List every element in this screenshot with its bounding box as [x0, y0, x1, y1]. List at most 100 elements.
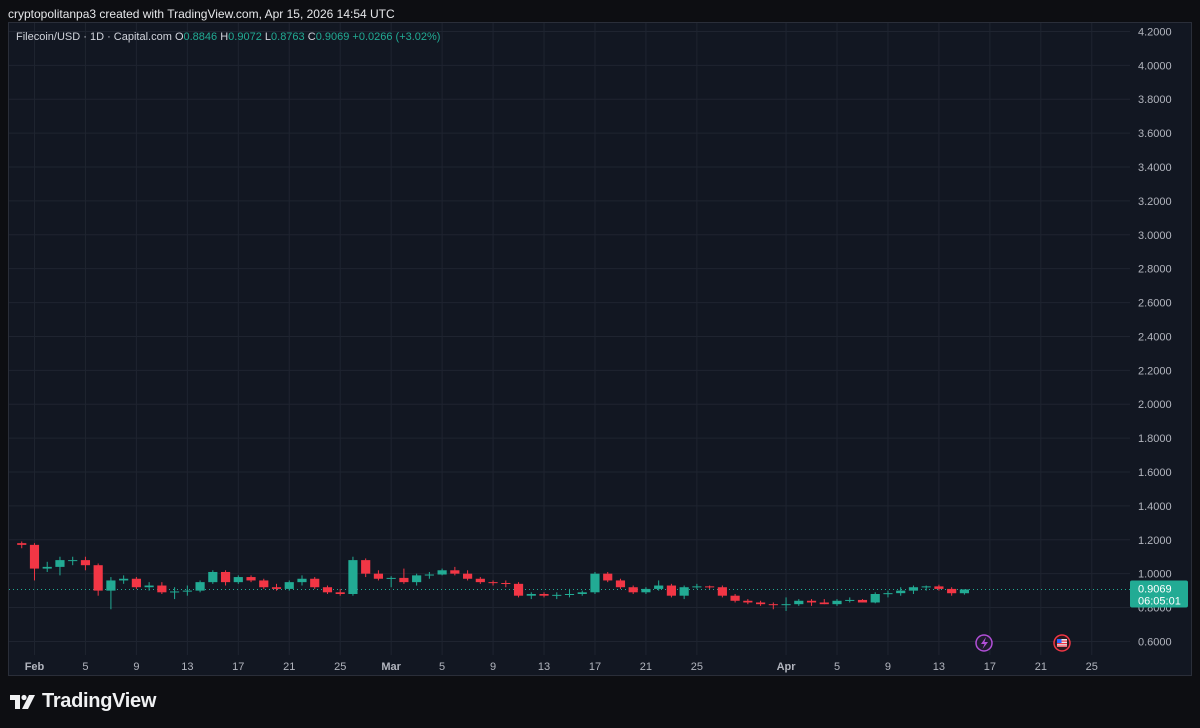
candles — [17, 541, 969, 611]
us-flag-event-icon[interactable] — [1053, 634, 1071, 652]
candle-body — [55, 560, 65, 567]
candle-body — [106, 580, 116, 591]
change-value: +0.0266 (+3.02%) — [352, 31, 441, 43]
y-tick-label: 2.6000 — [1138, 298, 1172, 310]
y-tick-label: 2.4000 — [1138, 331, 1172, 343]
y-tick-label: 1.4000 — [1138, 501, 1172, 513]
candle-body — [947, 588, 957, 594]
x-tick-label: 25 — [691, 661, 703, 673]
candle-body — [157, 585, 167, 593]
tradingview-logo-icon — [10, 693, 36, 711]
candle-body — [768, 604, 778, 606]
candle-body — [564, 594, 575, 596]
x-tick-label: 25 — [1086, 661, 1098, 673]
candle-body — [921, 586, 931, 588]
candle-body — [68, 560, 78, 562]
candle-body — [361, 560, 371, 574]
last-price-value: 0.9069 — [1138, 583, 1172, 595]
y-tick-label: 3.6000 — [1138, 128, 1172, 140]
candle-body — [195, 582, 205, 591]
candle-body — [233, 577, 243, 583]
x-tick-label: 5 — [439, 661, 445, 673]
ohlc-legend: Filecoin/USD · 1D · Capital.com O0.8846 … — [16, 31, 440, 43]
y-tick-label: 1.8000 — [1138, 433, 1172, 445]
close-label: C — [307, 31, 316, 43]
candle-body — [730, 595, 740, 601]
candle-body — [373, 573, 384, 579]
low-label: L — [264, 31, 272, 43]
candle-body — [80, 560, 91, 566]
candle-body — [271, 587, 282, 589]
candle-body — [463, 573, 473, 579]
y-tick-label: 1.0000 — [1138, 569, 1172, 581]
candle-body — [513, 583, 524, 596]
close-value: 0.9069 — [315, 31, 350, 43]
y-tick-label: 3.4000 — [1138, 162, 1172, 174]
x-tick-label: 21 — [640, 661, 652, 673]
candle-body — [743, 600, 753, 603]
x-tick-label: 5 — [82, 661, 88, 673]
candle-body — [794, 600, 804, 605]
x-tick-label: 9 — [490, 661, 496, 673]
candle-body — [170, 591, 180, 593]
candle-body — [297, 578, 307, 583]
high-value: 0.9072 — [228, 31, 262, 43]
candle-body — [284, 582, 294, 589]
candle-body — [501, 582, 511, 584]
candle-body — [17, 543, 27, 545]
lightning-event-icon[interactable] — [975, 634, 993, 652]
candle-body — [488, 582, 498, 584]
candle-body — [131, 578, 141, 588]
candle-body — [845, 599, 855, 601]
candle-body — [755, 602, 766, 605]
x-tick-label: 5 — [834, 661, 840, 673]
tradingview-wordmark: TradingView — [42, 690, 157, 712]
candle-body — [819, 602, 829, 605]
y-tick-label: 2.8000 — [1138, 264, 1172, 276]
candle-body — [908, 587, 919, 591]
candle-body — [615, 580, 626, 588]
candle-body — [628, 587, 638, 593]
candle-body — [692, 586, 702, 588]
candle-body — [259, 580, 269, 588]
candle-body — [641, 588, 651, 593]
candle-body — [717, 587, 727, 596]
x-tick-label: 21 — [1035, 661, 1047, 673]
y-tick-label: 3.2000 — [1138, 196, 1172, 208]
candle-body — [934, 586, 944, 589]
chart-frame[interactable] — [8, 22, 1192, 676]
candle-body — [144, 585, 154, 588]
y-tick-label: 0.6000 — [1138, 636, 1172, 648]
last-price-tag: 0.9069 06:05:01 — [1130, 580, 1188, 608]
x-tick-label: 13 — [181, 661, 193, 673]
candle-body — [577, 592, 587, 595]
x-axis: Feb 5 9 13 17 21 25 Mar 5 9 13 17 21 25 Apr 5 9 13 17 21 25 — [25, 661, 1098, 673]
x-tick-label: Apr — [777, 661, 797, 673]
candle-body — [832, 600, 842, 605]
x-tick-label: 21 — [283, 661, 295, 673]
candle-body — [208, 571, 218, 583]
grid-lines — [9, 23, 1130, 655]
candle-body — [29, 544, 40, 569]
candle-body — [705, 586, 715, 588]
candle-body — [386, 577, 396, 579]
candle-body — [399, 577, 409, 583]
candle-body — [603, 573, 613, 581]
candle-body — [424, 574, 434, 576]
y-axis: 4.2000 4.0000 3.8000 3.6000 3.4000 3.2000 3.00… — [1138, 26, 1172, 648]
tradingview-logo[interactable]: TradingView — [10, 690, 156, 713]
candle-body — [348, 560, 358, 595]
candle-body — [870, 594, 880, 603]
candle-body — [42, 566, 52, 569]
candle-body — [654, 585, 664, 589]
y-tick-label: 3.8000 — [1138, 94, 1172, 106]
candle-body — [220, 571, 231, 583]
candle-body — [335, 592, 345, 595]
y-tick-label: 1.2000 — [1138, 535, 1172, 547]
open-value: 0.8846 — [183, 31, 218, 43]
x-tick-label: 25 — [334, 661, 346, 673]
candle-body — [119, 578, 129, 581]
x-tick-label: 9 — [885, 661, 891, 673]
candle-body — [322, 587, 333, 593]
